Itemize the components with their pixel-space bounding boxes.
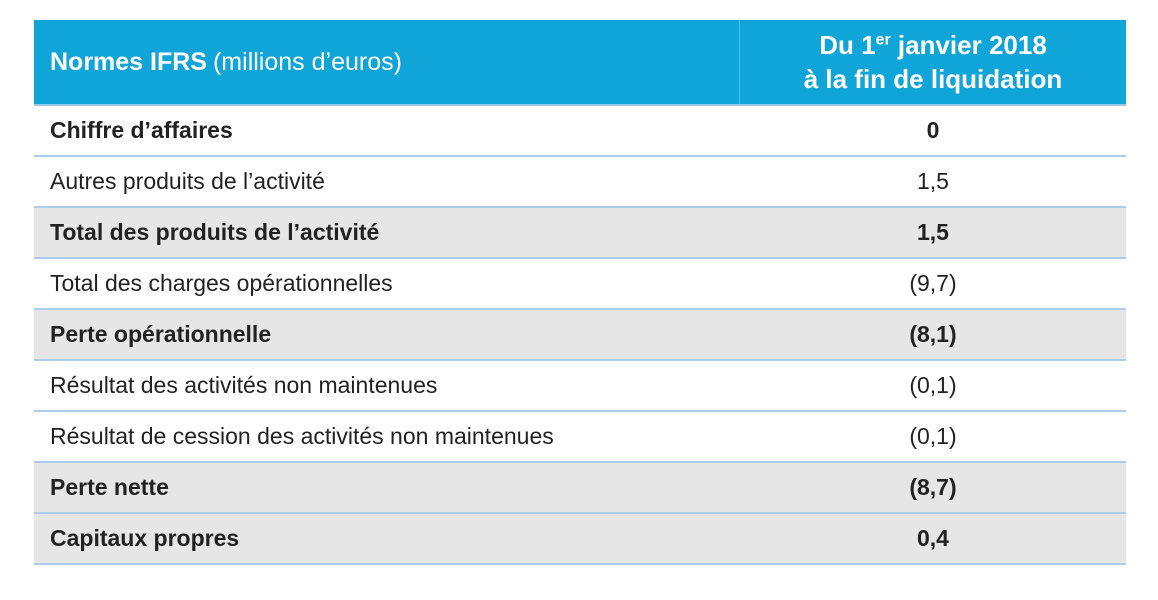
table-header: Normes IFRS (millions d’euros) Du 1er ja…	[34, 20, 1126, 106]
header-cell: Normes IFRS (millions d’euros)	[34, 20, 740, 104]
row-label: Chiffre d’affaires	[50, 117, 233, 143]
row-value: 1,5	[917, 219, 949, 245]
table-body: Chiffre d’affaires 0 Autres produits de l’…	[34, 106, 1126, 565]
row-value: (0,1)	[909, 423, 957, 449]
table-row: Total des charges opérationnelles (9,7)	[34, 259, 1126, 310]
row-value: (0,1)	[909, 372, 957, 398]
row-value: (8,7)	[909, 474, 957, 500]
table-row: Perte opérationnelle (8,1)	[34, 310, 1126, 361]
table-row: Chiffre d’affaires 0	[34, 106, 1126, 157]
column-line: à la fin de liquidation	[803, 64, 1063, 94]
row-value: 0,4	[917, 525, 949, 551]
row-value: (8,1)	[909, 321, 957, 347]
row-label: Capitaux propres	[50, 525, 240, 551]
column-text: Du 1	[819, 30, 876, 60]
row-value: (9,7)	[909, 270, 957, 296]
table-row: Perte nette (8,7)	[34, 463, 1126, 514]
row-label: Autres produits de l’activité	[50, 168, 325, 194]
table-row: Résultat de cession des activités non ma…	[34, 412, 1126, 463]
row-label: Total des produits de l’activité	[50, 219, 380, 245]
table-row: Résultat des activités non maintenues (0,…	[34, 361, 1126, 412]
header-unit: (millions d’euros)	[212, 47, 402, 76]
column-text: janvier 2018	[890, 30, 1047, 60]
table-row: Total des produits de l’activité 1,5	[34, 208, 1126, 259]
header-title: Normes IFRS	[50, 47, 207, 76]
row-label: Total des charges opérationnelles	[50, 270, 393, 296]
table-row: Autres produits de l’activité 1,5	[34, 157, 1126, 208]
row-value: 1,5	[917, 168, 949, 194]
column-line: Du 1er janvier 2018	[819, 28, 1047, 62]
row-label: Perte opérationnelle	[50, 321, 272, 347]
column-sup: er	[875, 31, 891, 49]
row-value: 0	[926, 117, 940, 143]
header-cell: Du 1er janvier 2018 à la fin de liquidat…	[740, 20, 1126, 104]
table-row: Capitaux propres 0,4	[34, 514, 1126, 565]
row-label: Résultat des activités non maintenues	[50, 372, 438, 398]
table: Normes IFRS (millions d’euros) Du 1er ja…	[34, 20, 1126, 565]
row-label: Perte nette	[50, 474, 169, 500]
row-label: Résultat de cession des activités non ma…	[50, 423, 554, 449]
